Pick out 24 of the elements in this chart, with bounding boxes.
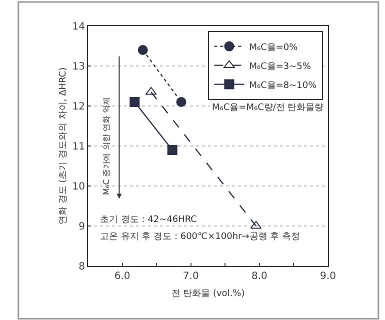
point (138, 45, 148, 55)
y-tick-label: 13 (72, 62, 85, 72)
annotation: 고온 유지 후 경도 : 600℃×100hr→공랭 후 측정 (100, 232, 300, 242)
x-tick-label: 6.0 (114, 271, 130, 282)
x-axis-title: 전 탄화물 (vol.%) (171, 288, 245, 299)
y-tick-label: 8 (78, 262, 85, 272)
x-tick-label: 9.0 (320, 271, 336, 282)
legend-label: M₆C율=3~5% (249, 62, 312, 72)
x-tick-label: 8.0 (251, 271, 268, 282)
y-tick-label: 12 (72, 102, 85, 112)
y-axis-title: 연화 경도 (초기 경도와의 차이, ΔHRC) (58, 67, 69, 225)
legend-label: M₆C율=0% (249, 42, 298, 53)
annotation: M₆C 증가에 의한 연화 억제 (102, 97, 111, 195)
point (176, 97, 186, 107)
point (167, 145, 178, 155)
annotation: 초기 경도 : 42~46HRC (100, 215, 197, 225)
y-tick-label: 9 (78, 222, 85, 232)
legend-label: M₆C율=8~10% (249, 80, 318, 91)
y-tick-label: 10 (72, 182, 85, 192)
annotation: M₆C율=M₆C량/전 탄화물량 (212, 103, 324, 113)
y-tick-label: 11 (72, 142, 85, 152)
y-tick-label: 14 (72, 22, 85, 32)
point (130, 97, 140, 107)
x-tick-label: 7.0 (182, 271, 199, 282)
